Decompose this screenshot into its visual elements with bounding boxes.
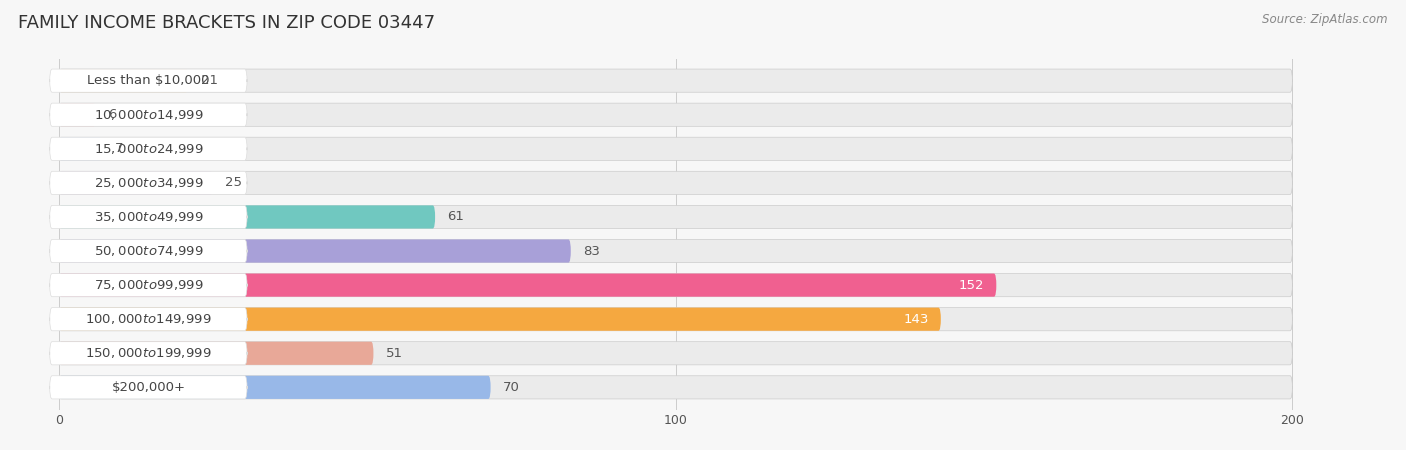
FancyBboxPatch shape <box>59 342 1292 365</box>
Text: $15,000 to $24,999: $15,000 to $24,999 <box>94 142 204 156</box>
FancyBboxPatch shape <box>59 205 1292 229</box>
Text: 143: 143 <box>903 313 928 326</box>
FancyBboxPatch shape <box>49 376 247 399</box>
Text: 7: 7 <box>114 142 122 155</box>
FancyBboxPatch shape <box>59 376 1292 399</box>
FancyBboxPatch shape <box>59 137 1292 160</box>
Text: Source: ZipAtlas.com: Source: ZipAtlas.com <box>1263 14 1388 27</box>
FancyBboxPatch shape <box>59 274 1292 297</box>
Text: Less than $10,000: Less than $10,000 <box>87 74 209 87</box>
FancyBboxPatch shape <box>49 137 247 160</box>
FancyBboxPatch shape <box>59 376 491 399</box>
Text: 70: 70 <box>503 381 520 394</box>
FancyBboxPatch shape <box>49 103 247 126</box>
FancyBboxPatch shape <box>59 103 1292 126</box>
FancyBboxPatch shape <box>59 239 571 263</box>
FancyBboxPatch shape <box>59 137 103 160</box>
FancyBboxPatch shape <box>49 171 247 194</box>
FancyBboxPatch shape <box>59 69 1292 92</box>
FancyBboxPatch shape <box>59 308 1292 331</box>
FancyBboxPatch shape <box>59 239 1292 263</box>
Text: 61: 61 <box>447 211 464 224</box>
FancyBboxPatch shape <box>49 308 247 331</box>
Text: 6: 6 <box>108 108 117 121</box>
Text: $35,000 to $49,999: $35,000 to $49,999 <box>94 210 204 224</box>
FancyBboxPatch shape <box>59 308 941 331</box>
FancyBboxPatch shape <box>59 103 96 126</box>
Text: $25,000 to $34,999: $25,000 to $34,999 <box>94 176 204 190</box>
FancyBboxPatch shape <box>49 274 247 297</box>
Text: $50,000 to $74,999: $50,000 to $74,999 <box>94 244 204 258</box>
Text: $10,000 to $14,999: $10,000 to $14,999 <box>94 108 204 122</box>
FancyBboxPatch shape <box>59 205 436 229</box>
FancyBboxPatch shape <box>49 205 247 229</box>
FancyBboxPatch shape <box>59 69 188 92</box>
Text: $200,000+: $200,000+ <box>111 381 186 394</box>
Text: 152: 152 <box>959 279 984 292</box>
Text: FAMILY INCOME BRACKETS IN ZIP CODE 03447: FAMILY INCOME BRACKETS IN ZIP CODE 03447 <box>18 14 436 32</box>
FancyBboxPatch shape <box>59 171 214 194</box>
Text: 51: 51 <box>385 347 404 360</box>
FancyBboxPatch shape <box>49 342 247 365</box>
FancyBboxPatch shape <box>49 239 247 263</box>
FancyBboxPatch shape <box>59 342 374 365</box>
Text: $150,000 to $199,999: $150,000 to $199,999 <box>86 346 212 360</box>
Text: 21: 21 <box>201 74 218 87</box>
FancyBboxPatch shape <box>59 171 1292 194</box>
Text: $75,000 to $99,999: $75,000 to $99,999 <box>94 278 204 292</box>
FancyBboxPatch shape <box>59 274 997 297</box>
FancyBboxPatch shape <box>49 69 247 92</box>
Text: 83: 83 <box>583 244 600 257</box>
Text: 25: 25 <box>225 176 242 189</box>
Text: $100,000 to $149,999: $100,000 to $149,999 <box>86 312 212 326</box>
